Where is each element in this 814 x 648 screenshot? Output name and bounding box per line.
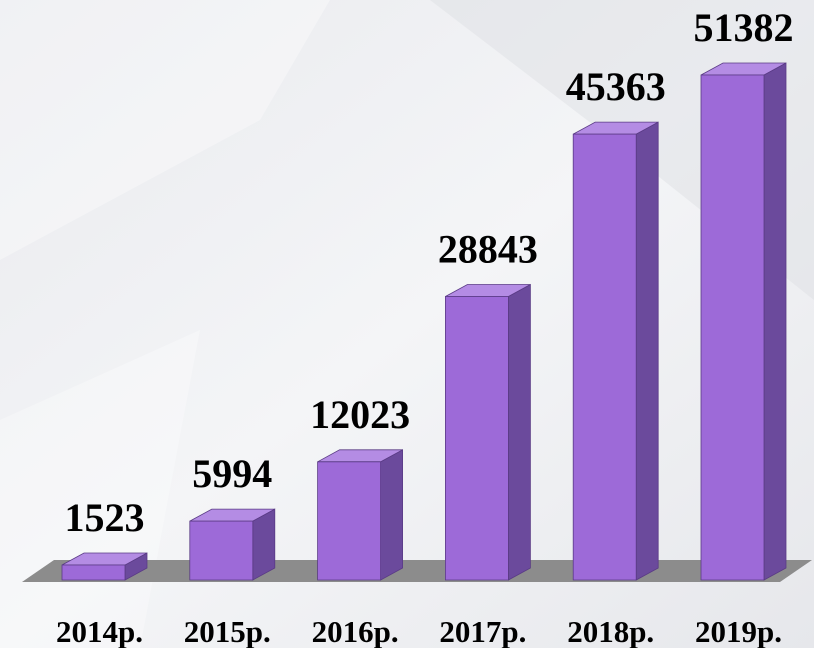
value-label: 5994 [192, 451, 272, 496]
bar-side [635, 121, 659, 581]
bar-front [189, 520, 254, 581]
x-tick-label: 2016р. [312, 614, 399, 648]
bar-side [763, 62, 787, 581]
background-shape [0, 0, 330, 260]
value-label: 45363 [566, 64, 666, 109]
bar-side [380, 449, 404, 581]
bar [700, 62, 787, 581]
value-label: 1523 [65, 495, 145, 540]
bar-front [700, 74, 765, 581]
bar [189, 508, 276, 581]
bar [444, 283, 531, 581]
value-label: 12023 [310, 392, 410, 437]
x-tick-label: 2018р. [567, 614, 654, 648]
bar [61, 552, 148, 581]
x-tick-label: 2017р. [439, 614, 526, 648]
value-label: 28843 [438, 227, 538, 272]
bar-side [507, 283, 531, 581]
bar [572, 121, 659, 581]
bar-front [444, 296, 509, 581]
bar-front [317, 461, 382, 581]
x-tick-label: 2015р. [184, 614, 271, 648]
bar-front [572, 133, 637, 581]
x-tick-label: 2014р. [56, 614, 143, 648]
value-label: 51382 [694, 5, 794, 50]
bar [317, 449, 404, 581]
bar-front [61, 564, 126, 581]
x-tick-label: 2019р. [695, 614, 782, 648]
